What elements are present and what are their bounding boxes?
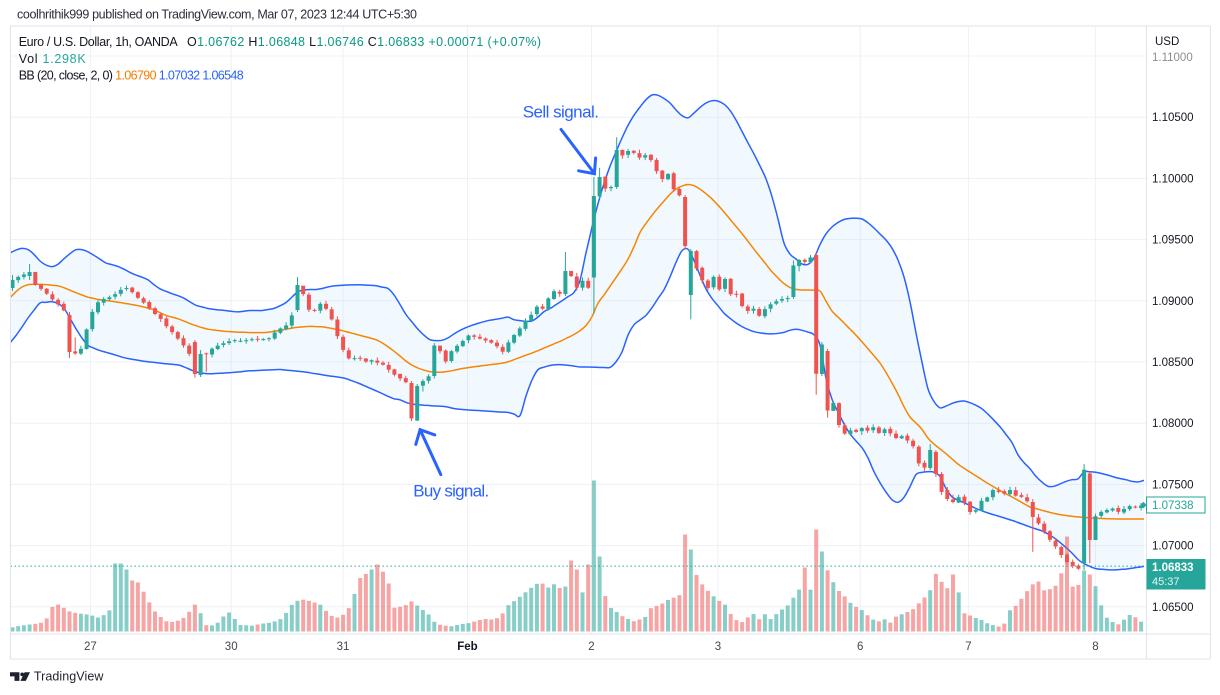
svg-text:1.09500: 1.09500 — [1152, 235, 1194, 247]
svg-text:27: 27 — [84, 641, 97, 653]
svg-text:O1.06762 H1.06848 L1.06746: O1.06762 H1.06848 L1.06746 C1.06833 +0.0… — [187, 35, 541, 49]
svg-text:30: 30 — [225, 641, 238, 653]
svg-text:Feb: Feb — [457, 641, 477, 653]
svg-text:1.10000: 1.10000 — [1152, 173, 1194, 185]
svg-text:Buy signal.: Buy signal. — [413, 482, 489, 501]
svg-text:USD: USD — [1155, 36, 1179, 48]
svg-text:1.06500: 1.06500 — [1152, 602, 1194, 614]
svg-text:7: 7 — [965, 641, 971, 653]
svg-text:Vol 1.298K: Vol 1.298K — [19, 52, 87, 66]
svg-text:BB (20, close, 2, 0) 1.06790 1: BB (20, close, 2, 0) 1.06790 1.07032 1.0… — [19, 69, 244, 83]
svg-text:1.07338: 1.07338 — [1152, 500, 1194, 512]
svg-text:8: 8 — [1092, 641, 1098, 653]
svg-text:1.07000: 1.07000 — [1152, 541, 1194, 553]
svg-text:1.11000: 1.11000 — [1152, 52, 1193, 64]
svg-text:coolhrithik999 published on Tr: coolhrithik999 published on TradingView.… — [17, 8, 417, 22]
svg-text:6: 6 — [857, 641, 863, 653]
svg-text:Sell signal.: Sell signal. — [523, 103, 599, 122]
svg-text:31: 31 — [337, 641, 350, 653]
svg-text:1.08000: 1.08000 — [1152, 418, 1194, 430]
svg-text:1.06833: 1.06833 — [1152, 562, 1194, 574]
svg-text:1.10500: 1.10500 — [1152, 112, 1194, 124]
svg-text:1.07500: 1.07500 — [1152, 479, 1194, 491]
svg-text:TradingView: TradingView — [34, 670, 104, 684]
svg-text:Euro / U.S. Dollar, 1h, OANDA: Euro / U.S. Dollar, 1h, OANDA — [19, 35, 179, 49]
svg-text:1.09000: 1.09000 — [1152, 296, 1194, 308]
svg-text:45:37: 45:37 — [1152, 576, 1180, 588]
svg-text:3: 3 — [715, 641, 721, 653]
svg-text:2: 2 — [588, 641, 594, 653]
svg-text:1.08500: 1.08500 — [1152, 357, 1194, 369]
